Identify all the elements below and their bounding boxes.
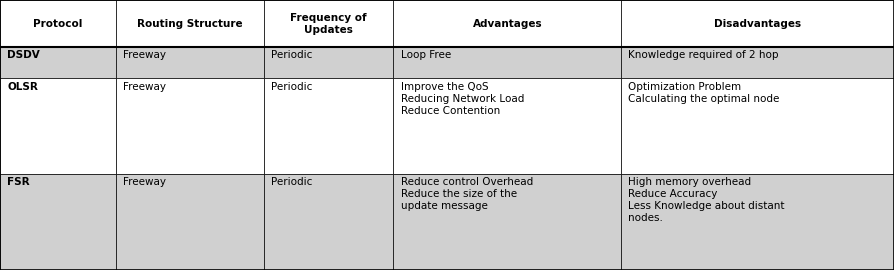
Text: OLSR: OLSR xyxy=(7,82,38,92)
Bar xyxy=(621,174,894,270)
Text: Reduce control Overhead
Reduce the size of the
update message: Reduce control Overhead Reduce the size … xyxy=(401,177,533,211)
Bar xyxy=(116,0,264,47)
Bar xyxy=(0,78,116,174)
Text: Periodic: Periodic xyxy=(271,50,312,60)
Bar xyxy=(393,47,621,78)
Text: Knowledge required of 2 hop: Knowledge required of 2 hop xyxy=(628,50,779,60)
Text: Improve the QoS
Reducing Network Load
Reduce Contention: Improve the QoS Reducing Network Load Re… xyxy=(401,82,524,116)
Bar xyxy=(0,47,116,78)
Bar xyxy=(116,174,264,270)
Bar xyxy=(0,174,116,270)
Bar xyxy=(264,174,393,270)
Bar xyxy=(116,78,264,174)
Text: Frequency of
Updates: Frequency of Updates xyxy=(291,13,367,35)
Bar xyxy=(621,78,894,174)
Bar xyxy=(264,47,393,78)
Bar xyxy=(116,47,264,78)
Text: Protocol: Protocol xyxy=(33,19,83,29)
Bar xyxy=(264,0,393,47)
Text: Freeway: Freeway xyxy=(123,50,166,60)
Bar xyxy=(264,78,393,174)
Text: Advantages: Advantages xyxy=(473,19,542,29)
Text: FSR: FSR xyxy=(7,177,30,187)
Text: Periodic: Periodic xyxy=(271,82,312,92)
Bar xyxy=(621,0,894,47)
Bar xyxy=(0,0,116,47)
Text: Periodic: Periodic xyxy=(271,177,312,187)
Text: DSDV: DSDV xyxy=(7,50,40,60)
Bar xyxy=(393,78,621,174)
Text: Freeway: Freeway xyxy=(123,82,166,92)
Text: Routing Structure: Routing Structure xyxy=(137,19,243,29)
Text: Optimization Problem
Calculating the optimal node: Optimization Problem Calculating the opt… xyxy=(628,82,780,103)
Text: Freeway: Freeway xyxy=(123,177,166,187)
Text: High memory overhead
Reduce Accuracy
Less Knowledge about distant
nodes.: High memory overhead Reduce Accuracy Les… xyxy=(628,177,785,223)
Bar xyxy=(393,174,621,270)
Bar xyxy=(393,0,621,47)
Bar xyxy=(621,47,894,78)
Text: Disadvantages: Disadvantages xyxy=(714,19,801,29)
Text: Loop Free: Loop Free xyxy=(401,50,451,60)
